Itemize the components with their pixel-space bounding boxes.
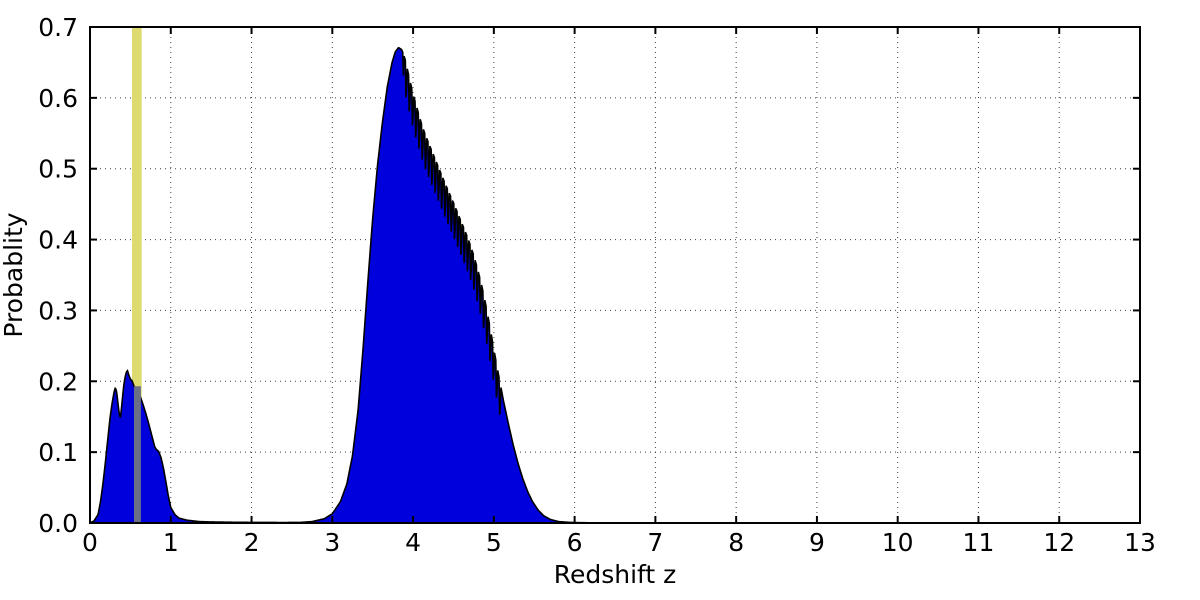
yellow-band [132,27,142,523]
x-tick-label: 4 [405,528,421,557]
y-tick-label: 0.1 [38,438,78,467]
y-tick-label: 0.3 [38,296,78,325]
gray-line [134,386,141,523]
y-tick-label: 0.5 [38,155,78,184]
y-axis-label: Probablity [0,212,28,337]
y-axis-ticks: 0.0 0.1 0.2 0.3 0.4 0.5 0.6 0.7 [38,13,1140,538]
x-tick-label: 12 [1043,528,1075,557]
y-tick-label: 0.2 [38,367,78,396]
plot-background [90,27,1140,523]
y-tick-label: 0.0 [38,509,78,538]
x-tick-label: 10 [882,528,914,557]
x-tick-label: 3 [324,528,340,557]
x-axis-label: Redshift z [554,560,677,589]
y-tick-label: 0.4 [38,226,78,255]
x-axis-ticks: 0 1 2 3 4 5 6 7 8 9 10 11 12 13 [82,27,1156,557]
y-tick-label: 0.6 [38,84,78,113]
x-tick-label: 0 [82,528,98,557]
x-tick-label: 13 [1124,528,1156,557]
annotation-layer [132,27,142,523]
x-tick-label: 8 [728,528,744,557]
x-tick-label: 2 [244,528,260,557]
annotation-layer-top [134,386,141,523]
x-tick-label: 9 [809,528,825,557]
x-tick-label: 6 [567,528,583,557]
x-tick-label: 1 [163,528,179,557]
x-tick-label: 11 [963,528,995,557]
axis-spines [89,26,1141,524]
x-tick-label: 7 [647,528,663,557]
x-tick-label: 5 [486,528,502,557]
y-tick-label: 0.7 [38,13,78,42]
